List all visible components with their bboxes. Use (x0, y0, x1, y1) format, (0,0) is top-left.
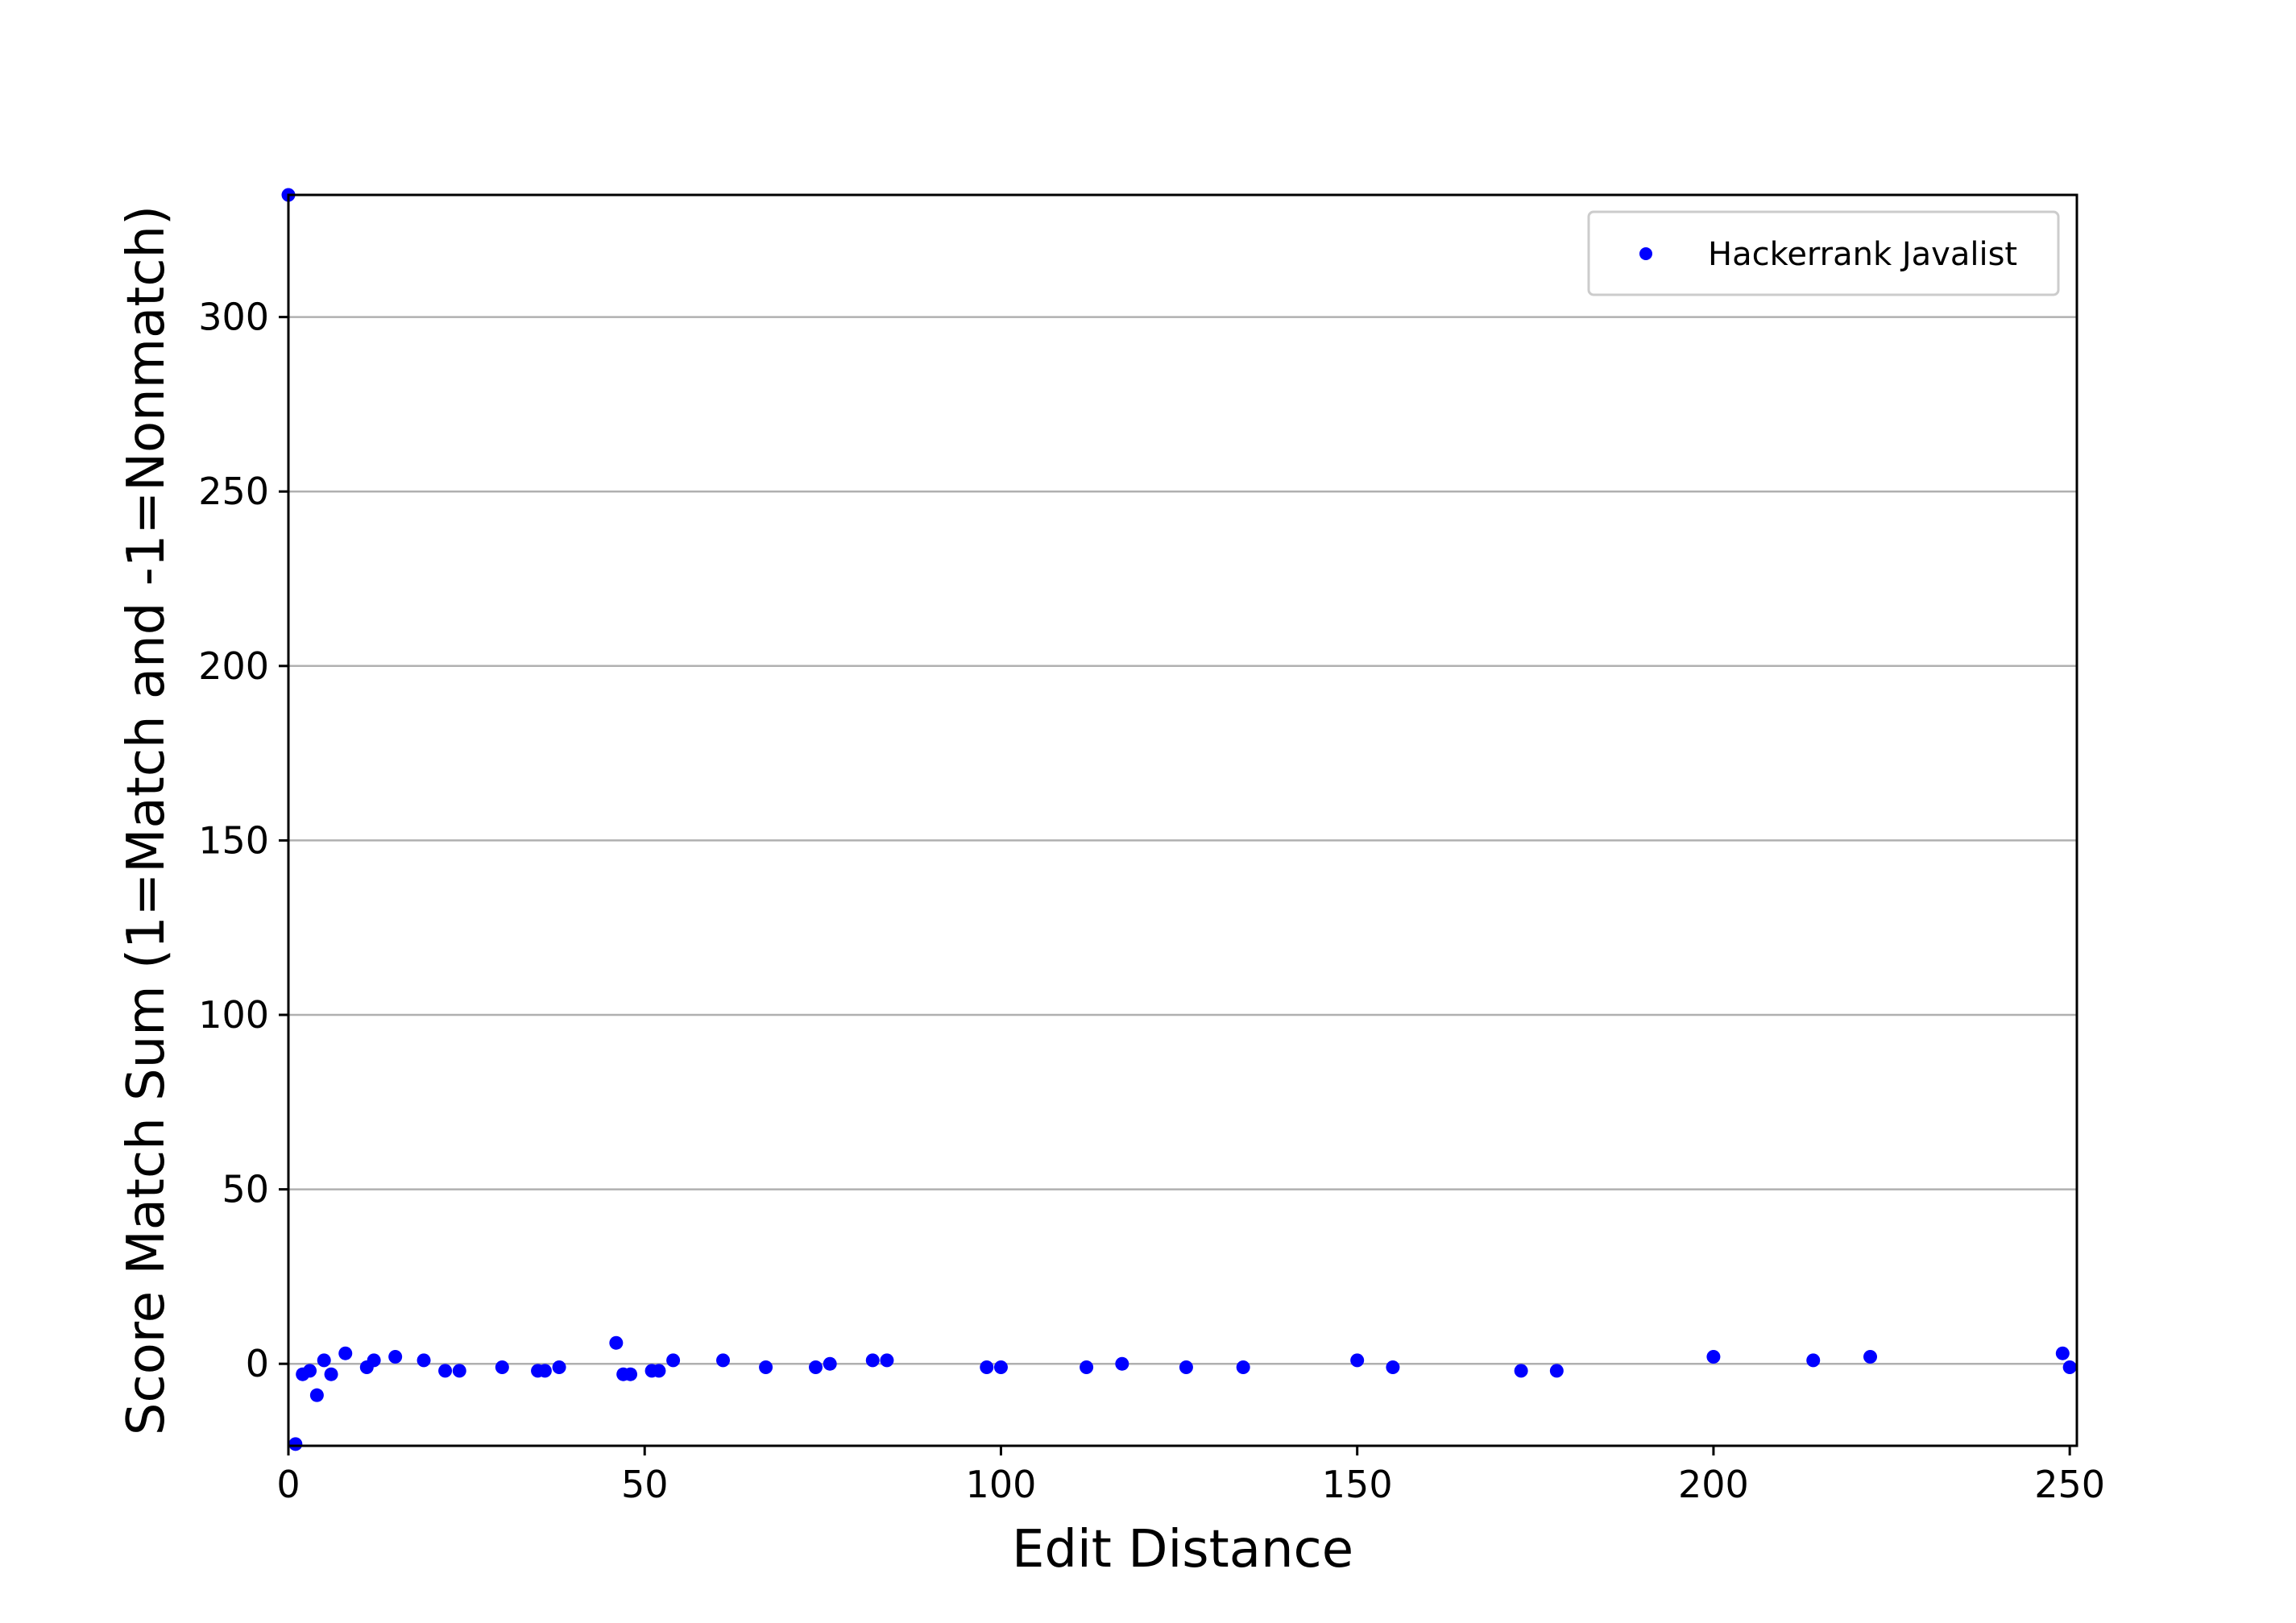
x-tick-label: 0 (276, 1463, 300, 1506)
data-point (495, 1360, 509, 1375)
data-point (809, 1360, 823, 1375)
data-point (1115, 1356, 1129, 1371)
data-point (1514, 1364, 1528, 1378)
data-point (367, 1353, 381, 1368)
legend-label: Hackerrank Javalist (1708, 236, 2017, 273)
data-point (1863, 1350, 1878, 1364)
data-point (324, 1367, 338, 1381)
data-point (1549, 1364, 1564, 1378)
y-tick-label: 200 (198, 644, 269, 688)
data-point (338, 1346, 353, 1360)
data-points (281, 188, 2077, 1451)
data-point (823, 1356, 837, 1371)
data-point (2062, 1360, 2077, 1375)
y-tick-label: 150 (198, 818, 269, 862)
grid-lines (288, 316, 2077, 1365)
y-tick-label: 300 (198, 296, 269, 339)
y-tick-label: 100 (198, 993, 269, 1037)
x-tick-label: 150 (1322, 1463, 1393, 1506)
data-point (1386, 1360, 1400, 1375)
data-point (452, 1364, 466, 1378)
x-tick-label: 100 (966, 1463, 1037, 1506)
x-tick-label: 50 (621, 1463, 669, 1506)
data-point (1080, 1360, 1094, 1375)
x-tick-label: 250 (2034, 1463, 2105, 1506)
legend: Hackerrank Javalist (1587, 210, 2060, 296)
legend-box (1587, 210, 2060, 296)
data-point (288, 1437, 303, 1451)
data-point (624, 1367, 638, 1381)
data-point (1350, 1353, 1365, 1368)
y-tick-label: 250 (198, 470, 269, 513)
data-point (438, 1364, 453, 1378)
data-point (317, 1353, 331, 1368)
data-point (993, 1360, 1008, 1375)
data-point (1236, 1360, 1250, 1375)
data-point (1806, 1353, 1821, 1368)
x-axis-ticks: 0 50 100 150 200 250 (276, 1446, 2105, 1506)
legend-marker (1639, 247, 1652, 260)
y-tick-label: 50 (222, 1168, 269, 1211)
data-point (309, 1388, 324, 1402)
data-point (609, 1335, 624, 1350)
data-point (666, 1353, 681, 1368)
x-axis-title: Edit Distance (1012, 1520, 1353, 1580)
data-point (759, 1360, 773, 1375)
data-point (1179, 1360, 1193, 1375)
data-point (417, 1353, 431, 1368)
data-point (537, 1364, 552, 1378)
data-point (388, 1350, 403, 1364)
y-axis-title: Score Match Sum (1=Match and -1=Nonmatch… (117, 205, 176, 1435)
x-tick-label: 200 (1678, 1463, 1749, 1506)
data-point (865, 1353, 880, 1368)
data-point (980, 1360, 994, 1375)
y-axis-ticks: 0 50 100 150 200 250 300 (198, 296, 288, 1385)
data-point (716, 1353, 731, 1368)
plot-frame (287, 193, 2078, 1447)
data-point (1706, 1350, 1721, 1364)
data-point (652, 1364, 666, 1378)
y-tick-label: 0 (246, 1342, 269, 1385)
data-point (303, 1364, 317, 1378)
data-point (552, 1360, 566, 1375)
data-point (2055, 1346, 2070, 1360)
data-point (880, 1353, 894, 1368)
